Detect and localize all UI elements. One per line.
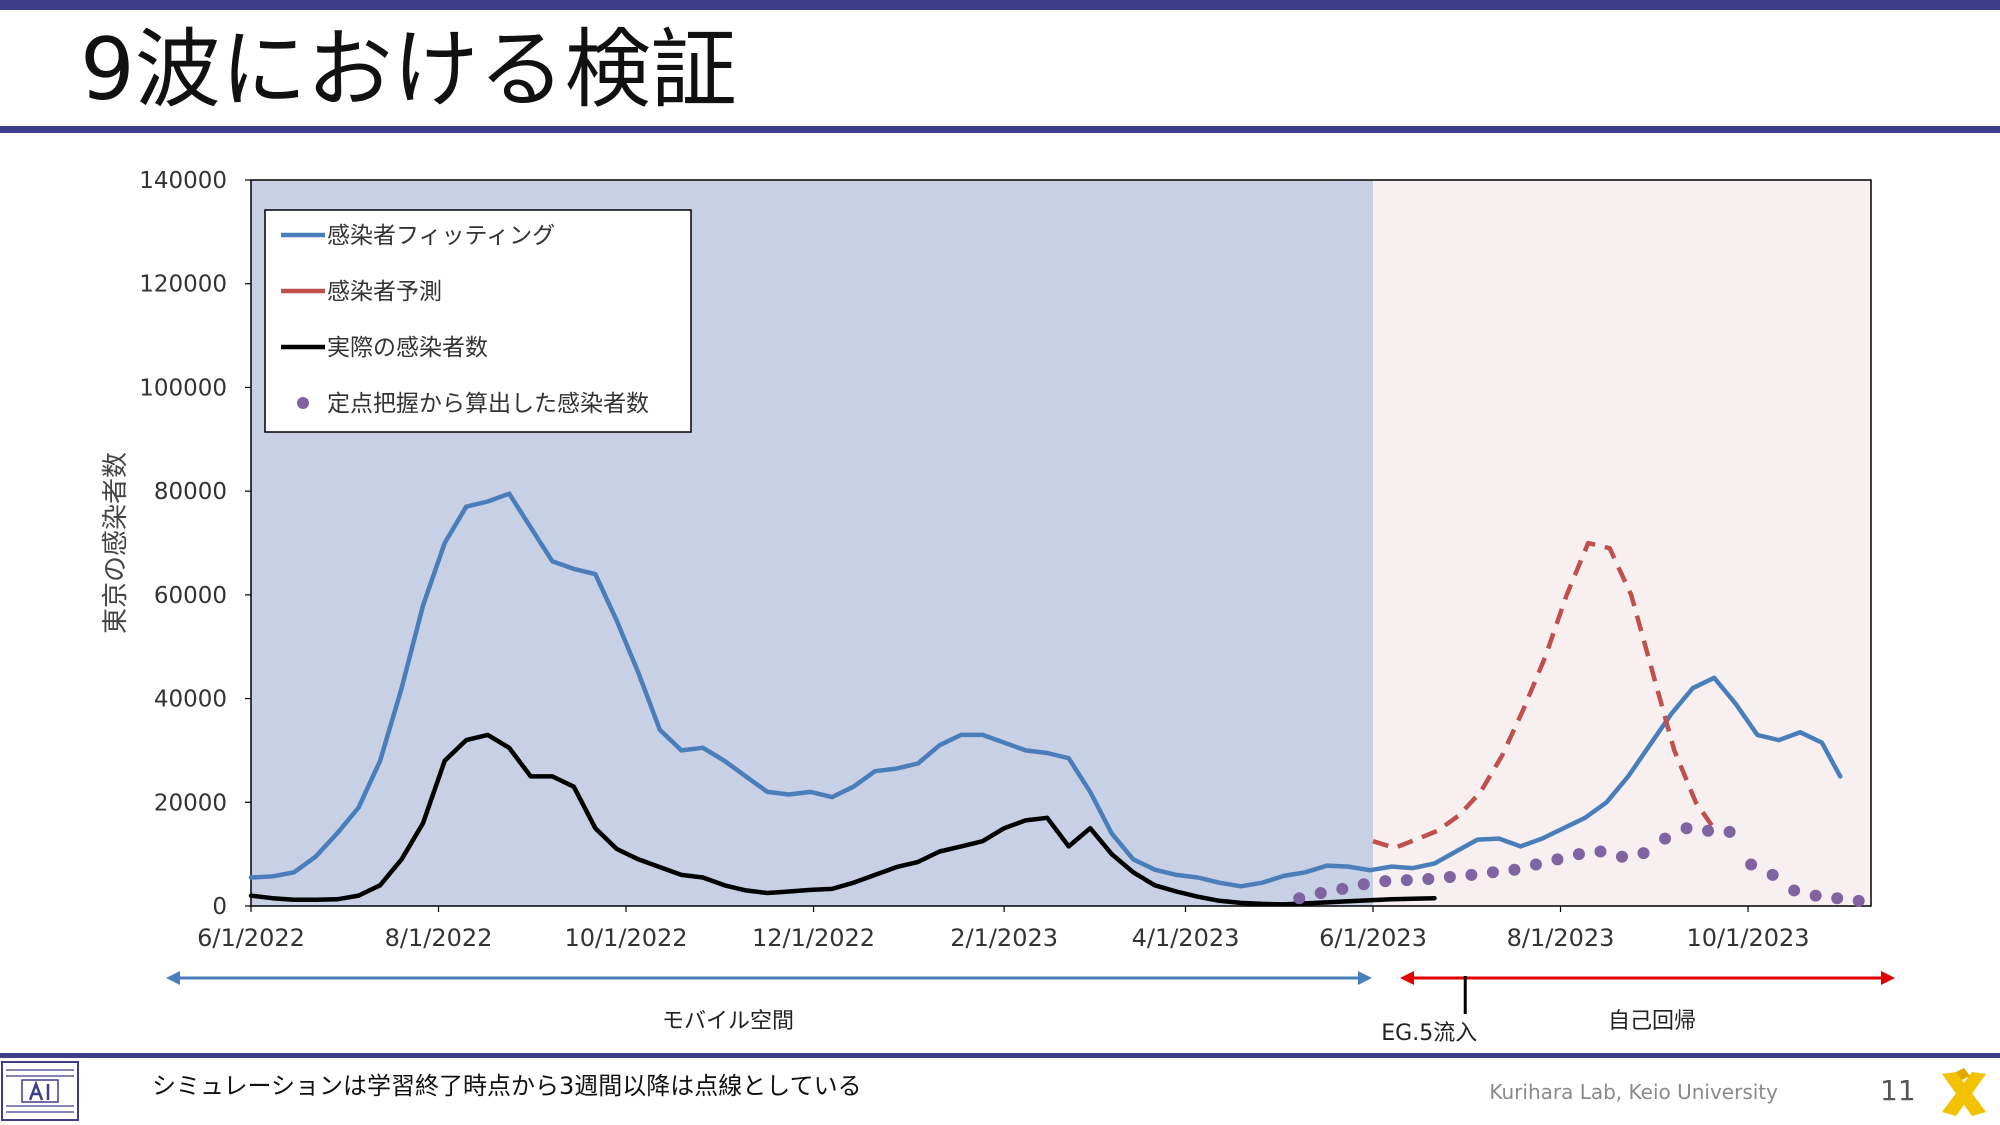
- x-tick-label: 6/1/2023: [1319, 924, 1427, 952]
- data-point-dot: [1422, 873, 1435, 886]
- data-point-dot: [1551, 853, 1564, 866]
- legend-label: 実際の感染者数: [327, 335, 488, 361]
- data-point-dot: [1400, 874, 1413, 887]
- event-label: EG.5流入: [1381, 1021, 1477, 1046]
- title-underline: [0, 126, 2000, 133]
- data-point-dot: [1594, 845, 1607, 858]
- x-tick-label: 12/1/2022: [752, 924, 875, 952]
- y-tick-label: 40000: [154, 687, 227, 713]
- legend-label: 感染者フィッティング: [327, 223, 555, 249]
- data-point-dot: [1293, 892, 1306, 905]
- y-tick-label: 20000: [154, 790, 227, 816]
- mobile-space-arrow-head: [1358, 971, 1372, 985]
- x-tick-label: 8/1/2022: [385, 924, 493, 952]
- x-tick-label: 10/1/2023: [1687, 924, 1810, 952]
- data-point-dot: [1508, 863, 1521, 876]
- data-point-dot: [1486, 866, 1499, 879]
- x-tick-label: 8/1/2023: [1507, 924, 1615, 952]
- data-point-dot: [1443, 870, 1456, 883]
- data-point-dot: [1616, 850, 1629, 863]
- legend-label: 定点把握から算出した感染者数: [327, 391, 649, 417]
- top-accent-bar: [0, 0, 2000, 10]
- data-point-dot: [1357, 878, 1370, 891]
- series-line: [248, 491, 1843, 889]
- legend-dot-swatch: [297, 397, 309, 409]
- y-tick-label: 100000: [139, 375, 227, 401]
- y-tick-label: 120000: [139, 272, 227, 298]
- slide-title: 9波における検証: [80, 20, 737, 120]
- data-point-dot: [1379, 875, 1392, 888]
- data-point-dot: [1529, 858, 1542, 871]
- series-line: [248, 732, 1437, 907]
- left-region-label: モバイル空間: [662, 1009, 794, 1034]
- mobile-space-arrow-head: [166, 971, 180, 985]
- data-point-dot: [1852, 894, 1865, 907]
- autoregressive-arrow-head: [1400, 971, 1414, 985]
- y-tick-label: 80000: [154, 479, 227, 505]
- data-point-dot: [1831, 892, 1844, 905]
- simulation-note: シミュレーションは学習終了時点から3週間以降は点線としている: [152, 1072, 862, 1100]
- data-point-dot: [1809, 889, 1822, 902]
- lab-name: Kurihara Lab, Keio University: [1489, 1080, 1778, 1104]
- data-point-dot: [1723, 825, 1736, 838]
- y-tick-label: 60000: [154, 583, 227, 609]
- plot-frame: [250, 179, 1872, 907]
- page-number: 11: [1880, 1074, 1916, 1107]
- y-axis-label: 東京の感染者数: [101, 452, 131, 634]
- shaded-region: [1373, 180, 1871, 906]
- x-tick-label: 4/1/2023: [1132, 924, 1240, 952]
- data-point-dot: [1572, 848, 1585, 861]
- lab-logo-icon: [1, 1061, 79, 1121]
- x-tick-label: 2/1/2023: [950, 924, 1058, 952]
- data-point-dot: [1702, 824, 1715, 837]
- data-point-dot: [1314, 887, 1327, 900]
- right-region-label: 自己回帰: [1608, 1009, 1696, 1034]
- data-point-dot: [1745, 858, 1758, 871]
- data-point-dot: [1465, 868, 1478, 881]
- university-logo-icon: [1942, 1068, 1986, 1116]
- y-tick-label: 0: [212, 894, 227, 920]
- autoregressive-arrow-head: [1881, 971, 1895, 985]
- data-point-dot: [1637, 847, 1650, 860]
- data-point-dot: [1680, 822, 1693, 835]
- data-point-dot: [1788, 884, 1801, 897]
- y-tick-label: 140000: [139, 168, 227, 194]
- data-point-dot: [1766, 868, 1779, 881]
- x-tick-label: 6/1/2022: [197, 924, 305, 952]
- x-tick-label: 10/1/2022: [564, 924, 687, 952]
- series-line: [1372, 540, 1720, 851]
- data-point-dot: [1659, 832, 1672, 845]
- infection-chart: 0 20000 40000 60000 80000 100000 120000 140000 6…: [101, 168, 1895, 1046]
- legend-box: [264, 209, 692, 433]
- footer-rule: [0, 1053, 2000, 1058]
- data-point-dot: [1336, 882, 1349, 895]
- legend-label: 感染者予測: [327, 279, 442, 305]
